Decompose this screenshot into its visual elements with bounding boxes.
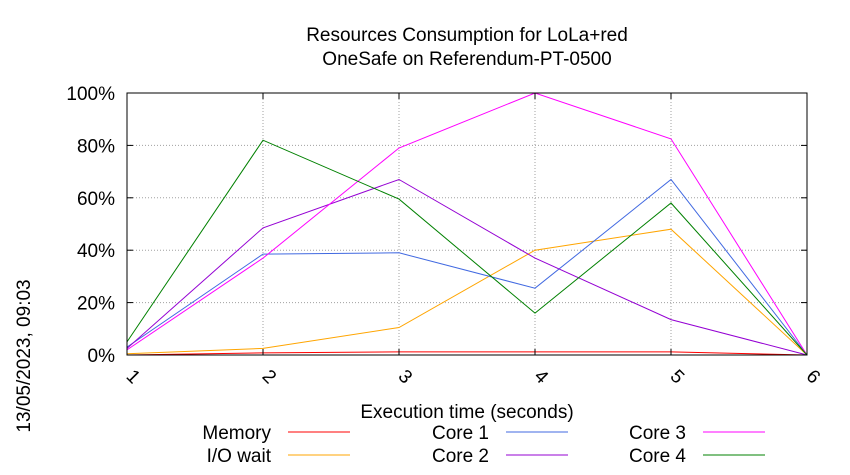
y-tick-label: 20%	[77, 294, 115, 315]
series-line-core-4	[126, 139, 808, 356]
chart-subtitle: OneSafe on Referendum-PT-0500	[322, 49, 611, 70]
y-tick-label: 0%	[88, 346, 116, 367]
x-tick-label: 3	[394, 366, 416, 388]
legend-label: I/O wait	[207, 446, 272, 467]
chart-title: Resources Consumption for LoLa+red	[306, 25, 628, 46]
legend-label: Core 1	[432, 423, 489, 444]
series-line-core-3	[126, 92, 808, 356]
legend-item-i-o-wait: I/O wait	[207, 446, 350, 467]
y-tick-label: 60%	[77, 189, 115, 210]
y-axis-ticks: 0% 20% 40% 60% 80% 100%	[66, 84, 807, 367]
legend-label: Memory	[202, 423, 271, 444]
y-tick-label: 80%	[77, 136, 115, 157]
series-line-i-o-wait	[126, 228, 808, 356]
series-line-core-2	[126, 178, 808, 356]
x-tick-label: 6	[802, 366, 824, 388]
y-tick-label: 40%	[77, 241, 115, 262]
x-tick-label: 5	[666, 366, 688, 388]
x-tick-label: 1	[122, 366, 144, 388]
date-stamp-label: 13/05/2023, 09:03	[14, 279, 35, 432]
plot-frame	[126, 92, 808, 356]
legend-label: Core 2	[432, 446, 489, 467]
legend-label: Core 3	[629, 423, 686, 444]
x-axis-label: Execution time (seconds)	[360, 402, 573, 423]
grid	[127, 93, 807, 355]
legend-item-memory: Memory	[202, 423, 350, 444]
x-tick-label: 4	[530, 366, 553, 389]
legend-label: Core 4	[629, 446, 686, 467]
series-lines	[126, 92, 808, 356]
legend-item-core-3: Core 3	[629, 423, 765, 444]
y-tick-label: 100%	[66, 84, 115, 105]
series-line-core-1	[126, 178, 808, 356]
series-line-memory	[126, 351, 808, 356]
legend-item-core-2: Core 2	[432, 446, 568, 467]
x-tick-label: 2	[258, 366, 280, 388]
legend-item-core-4: Core 4	[629, 446, 765, 467]
legend-item-core-1: Core 1	[432, 423, 568, 444]
